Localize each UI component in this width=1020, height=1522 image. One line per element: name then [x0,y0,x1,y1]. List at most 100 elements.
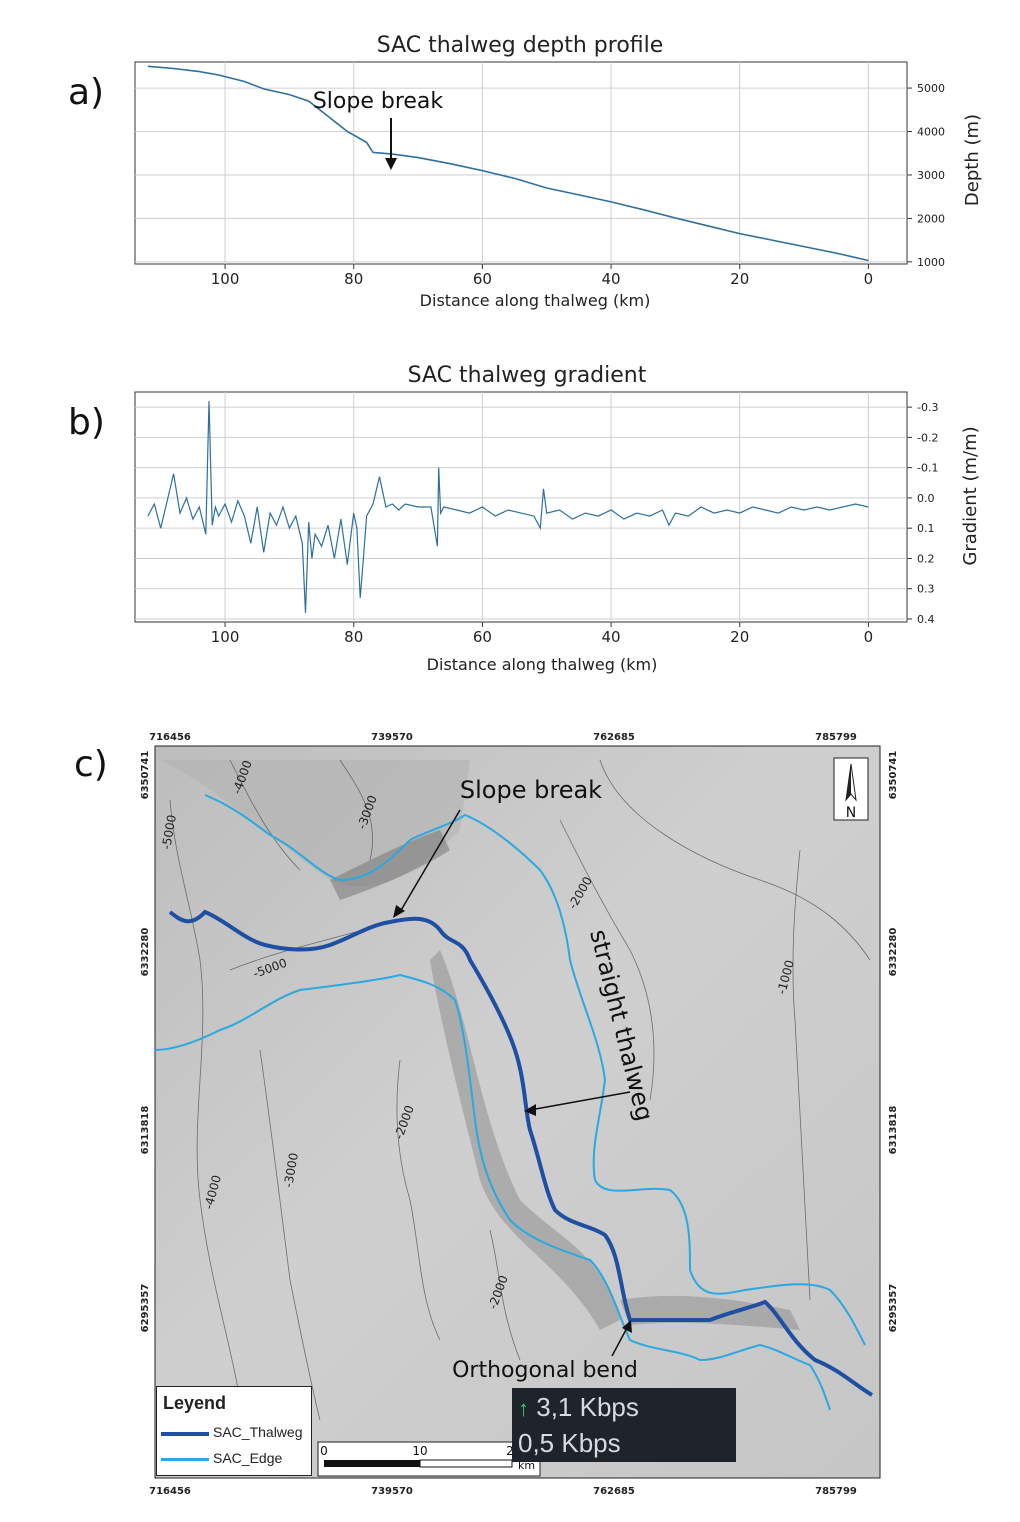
relief-shade [430,950,620,1330]
map-bottom-tick: 762685 [593,1486,635,1497]
map-top-tick: 716456 [149,732,191,743]
map-slope-break-label: Slope break [460,776,602,804]
map-top-ticks: 716456 739570 762685 785799 [149,732,857,743]
y-tick-label: 0.0 [917,492,935,505]
orthogonal-bend-label: Orthogonal bend [452,1358,638,1383]
map-bottom-ticks: 716456 739570 762685 785799 [149,1486,857,1497]
map-right-tick: 6313818 [888,1106,899,1155]
y-tick-label: 1000 [917,256,945,269]
legend-label-thalweg: SAC_Thalweg [213,1424,303,1440]
contour-line [339,759,374,861]
x-tick-label: 60 [473,270,492,288]
sac-thalweg-line [168,909,874,1397]
slope-break-arrowhead [385,158,397,170]
map-legend: Leyend SAC_Thalweg SAC_Edge [156,1386,312,1476]
map-slope-break-arrow [399,809,461,913]
x-tick-label: 20 [730,270,749,288]
north-label: N [846,805,856,821]
y-tick-label: -0.3 [917,401,938,414]
straight-thalweg-arrowhead [524,1104,536,1116]
map-bottom-tick: 739570 [371,1486,413,1497]
up-arrow-icon: ↑ [518,1396,529,1421]
scalebar-segment-dark [324,1460,420,1467]
x-tick-label: 0 [864,270,874,288]
y-tick-label: 3000 [917,169,945,182]
north-arrow-icon-half [846,764,851,800]
chart-b-ylabel: Gradient (m/m) [960,426,981,565]
sac-edge-south [155,973,831,1411]
x-tick-label: 80 [344,270,363,288]
map-top-tick: 739570 [371,732,413,743]
x-tick-label: 40 [602,270,621,288]
map-right-tick: 6295357 [888,1284,899,1333]
scalebar-box [317,1441,541,1477]
panel-b-label: b) [68,402,105,443]
gradient-series-line [147,401,869,613]
orthogonal-bend-arrowhead [622,1320,632,1333]
y-tick-label: 5000 [917,82,945,95]
scalebar-tick: 0 [320,1444,328,1458]
contour-line [259,1049,321,1421]
depth-profile-chart: SAC thalweg depth profile 100 80 60 40 20 0 1… [134,33,983,310]
chart-a-title: SAC thalweg depth profile [377,33,664,58]
contour-label: -5000 [159,814,179,851]
depth-series-line [147,65,869,262]
panel-c-label: c) [74,744,108,785]
x-tick-label: 20 [730,628,749,646]
x-tick-label: 100 [211,628,240,646]
map-left-tick: 6350741 [140,751,151,800]
contour-line [169,799,241,1401]
map-right-tick: 6350741 [888,751,899,800]
y-tick-label: -0.2 [917,431,938,444]
scalebar-tick: 10 [412,1444,427,1458]
legend-swatch-edge [161,1458,209,1461]
y-tick-label: 0.1 [917,522,935,535]
relief-shade [330,830,450,900]
x-tick-label: 80 [344,628,363,646]
download-speed-value: 0,5 Kbps [518,1428,621,1458]
map-left-tick: 6313818 [140,1106,151,1155]
slope-break-annotation: Slope break [313,89,444,114]
legend-swatch-thalweg [161,1432,209,1436]
map-right-tick: 6332280 [888,928,899,977]
contour-line [599,759,871,961]
y-tick-label: 0.4 [917,613,935,626]
y-tick-label: -0.1 [917,462,938,475]
gradient-chart: SAC thalweg gradient 100 80 60 40 20 0 0.4 0.3… [134,363,981,674]
chart-a-ylabel: Depth (m) [962,114,983,206]
legend-item-edge: SAC_Edge [161,1449,311,1469]
legend-item-thalweg: SAC_Thalweg [161,1423,311,1443]
contour-line [396,1059,441,1341]
x-tick-label: 100 [211,270,240,288]
y-tick-label: 2000 [917,212,945,225]
map-slope-break-arrowhead [393,905,405,918]
orthogonal-bend-arrow [611,1325,629,1357]
chart-a-plot-area [134,61,908,265]
y-tick-label: 4000 [917,126,945,139]
x-tick-label: 60 [473,628,492,646]
upload-speed-row: ↑ 3,1 Kbps [518,1392,639,1423]
contour-line [792,849,811,1301]
panel-a-label: a) [68,72,105,113]
legend-title: Leyend [163,1393,227,1413]
map-top-tick: 785799 [815,732,857,743]
map-bottom-tick: 785799 [815,1486,857,1497]
contour-line [229,759,301,871]
network-speed-overlay: ↑ 3,1 Kbps 0,5 Kbps [512,1388,736,1462]
map-top-tick: 762685 [593,732,635,743]
contour-line [489,1229,521,1361]
legend-label-edge: SAC_Edge [213,1450,283,1466]
y-tick-label: 0.2 [917,552,935,565]
x-tick-label: 40 [602,628,621,646]
scalebar-segment-light [419,1459,513,1468]
map-left-tick: 6332280 [140,928,151,977]
chart-b-title: SAC thalweg gradient [408,363,647,388]
upload-speed-value: 3,1 Kbps [536,1392,639,1422]
chart-b-xlabel: Distance along thalweg (km) [427,655,658,674]
contour-label: -3000 [281,1152,301,1189]
chart-a-xlabel: Distance along thalweg (km) [420,291,651,310]
sac-edge-north [204,794,866,1346]
map-left-tick: 6295357 [140,1284,151,1333]
scalebar-tick: 2 [506,1444,514,1458]
